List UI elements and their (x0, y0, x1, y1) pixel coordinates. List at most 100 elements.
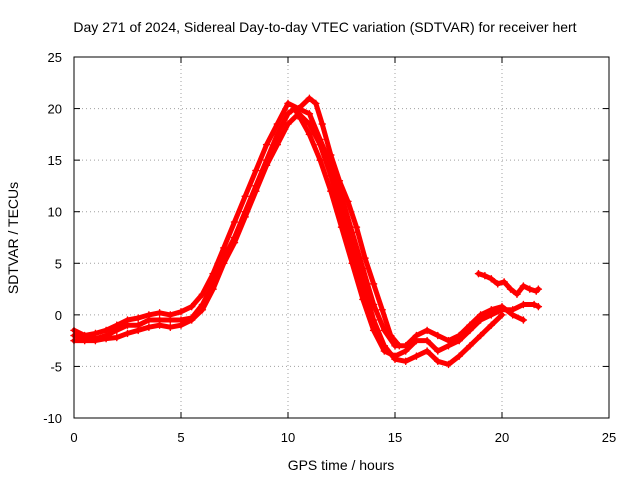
data-point (487, 305, 496, 314)
data-point (352, 223, 361, 231)
data-point (316, 140, 324, 149)
data-point (209, 285, 217, 293)
data-point (455, 331, 463, 340)
data-point (166, 311, 175, 319)
data-point (198, 305, 207, 314)
data-point (134, 314, 142, 322)
data-point (386, 331, 395, 340)
series-satellite-track-3 (70, 109, 506, 369)
data-point (337, 207, 346, 216)
data-point (444, 336, 453, 345)
data-point (177, 321, 185, 329)
data-point (91, 336, 100, 345)
data-point (305, 120, 314, 128)
data-point (305, 109, 314, 118)
data-point (305, 130, 314, 139)
series-line (71, 106, 541, 359)
y-tick-label: -5 (50, 359, 62, 374)
data-point (508, 311, 517, 319)
x-tick-label: 10 (281, 430, 295, 445)
data-point (369, 316, 378, 324)
data-point (391, 355, 399, 363)
data-point (348, 244, 356, 252)
data-point (335, 177, 344, 185)
y-tick-label: 10 (48, 205, 62, 220)
data-point (423, 347, 431, 355)
data-point (513, 290, 521, 298)
data-point (434, 331, 442, 340)
data-point (476, 331, 485, 340)
data-point (487, 275, 496, 283)
data-point (166, 323, 175, 331)
data-point (187, 302, 196, 311)
data-point (241, 192, 249, 200)
data-point (155, 309, 164, 317)
data-point (209, 269, 217, 278)
data-point (487, 321, 496, 329)
data-point (284, 109, 292, 118)
data-point (466, 342, 474, 350)
x-tick-label: 25 (602, 430, 616, 445)
data-point (466, 321, 474, 329)
data-point (423, 326, 431, 335)
data-point (262, 161, 271, 170)
data-point (123, 329, 132, 338)
chart-title: Day 271 of 2024, Sidereal Day-to-day VTE… (73, 19, 576, 35)
data-point (361, 254, 369, 262)
data-point (519, 282, 528, 290)
axis-ticks: 0 5 10 15 20 25 -10 -5 0 5 10 15 20 25 (43, 50, 616, 445)
data-point (220, 244, 228, 252)
data-point (305, 94, 314, 103)
data-point (284, 99, 292, 108)
data-point (230, 218, 239, 226)
data-point (534, 285, 543, 293)
data-point (102, 326, 110, 335)
data-point (284, 120, 292, 128)
data-point (327, 171, 335, 180)
data-point (395, 342, 404, 350)
data-point (369, 280, 378, 288)
data-point (412, 331, 421, 340)
data-point (312, 99, 320, 108)
x-tick-label: 20 (495, 430, 509, 445)
data-point (252, 166, 260, 175)
y-axis-label: SDTVAR / TECUs (5, 182, 21, 294)
y-tick-label: 5 (55, 256, 62, 271)
data-point (444, 360, 453, 369)
data-point (91, 329, 100, 338)
data-point (145, 311, 153, 319)
data-point (474, 269, 483, 278)
data-point (230, 238, 239, 247)
y-tick-label: 20 (48, 102, 62, 117)
data-point (102, 334, 110, 343)
data-point (134, 326, 142, 335)
data-point (113, 321, 121, 329)
data-point (145, 323, 153, 331)
data-point (344, 197, 352, 206)
x-axis-label: GPS time / hours (288, 457, 395, 473)
data-point (294, 104, 303, 113)
y-tick-label: 25 (48, 50, 62, 65)
data-point (187, 316, 196, 324)
x-tick-label: 0 (70, 430, 77, 445)
data-point (519, 300, 528, 309)
data-point (493, 280, 502, 288)
data-point (273, 140, 282, 149)
x-tick-label: 5 (177, 430, 184, 445)
data-point (318, 120, 326, 128)
data-point (434, 357, 442, 366)
y-tick-label: 15 (48, 153, 62, 168)
data-point (412, 352, 421, 360)
data-point (434, 347, 442, 355)
y-tick-label: 0 (55, 308, 62, 323)
data-point (380, 342, 389, 350)
data-point (519, 316, 528, 324)
data-point (455, 352, 463, 360)
data-point (378, 305, 386, 314)
data-series (70, 94, 543, 369)
data-point (498, 311, 506, 319)
data-point (316, 156, 324, 164)
plot-frame (73, 56, 610, 419)
data-point (262, 140, 271, 149)
